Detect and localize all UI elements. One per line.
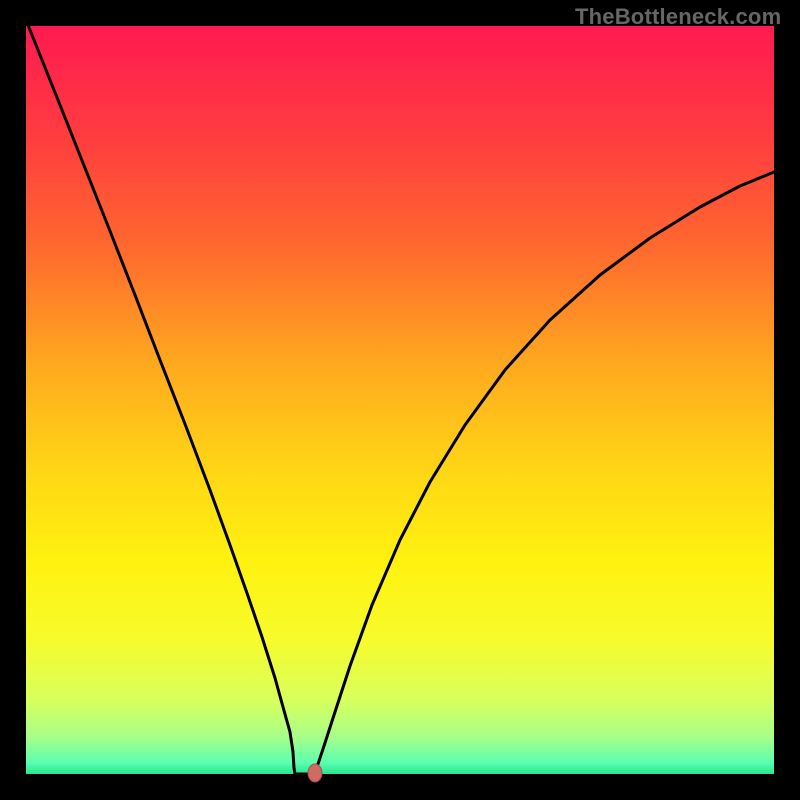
minimum-marker-dot xyxy=(308,764,322,782)
watermark-text: TheBottleneck.com xyxy=(575,4,781,30)
chart-svg xyxy=(0,0,800,800)
bottleneck-curve xyxy=(26,20,774,774)
